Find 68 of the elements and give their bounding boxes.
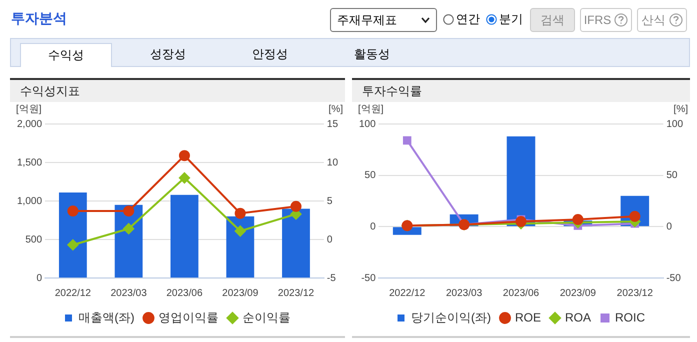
- text: 연간: [456, 11, 480, 28]
- x-tick-label: 2023/09: [560, 288, 596, 299]
- y2-tick-label: 10: [326, 157, 338, 168]
- point: [67, 206, 78, 217]
- point: [290, 200, 302, 212]
- bar: [170, 194, 198, 278]
- y2-axis-title: [%]: [328, 104, 344, 115]
- y2-tick-label: 5: [326, 196, 333, 207]
- y-tick-label: 1,500: [16, 157, 42, 168]
- bar: [58, 192, 87, 278]
- y2-tick-label: 15: [326, 118, 338, 130]
- x-tick-label: 2023/03: [446, 288, 483, 299]
- y-tick-label: 50: [364, 170, 376, 182]
- y2-axis-title: [%]: [674, 104, 688, 115]
- text: 산식: [642, 12, 666, 28]
- y-tick-label: 2,000: [16, 118, 42, 130]
- y-tick-label: 500: [25, 234, 42, 246]
- point: [572, 214, 584, 225]
- legend-label: ROA: [564, 310, 592, 324]
- y2-tick-label: -5: [326, 272, 336, 284]
- y-axis-title: [억원]: [358, 104, 384, 115]
- legend-label: 영업이익률: [158, 310, 218, 324]
- x-tick-label: 2022/12: [389, 288, 426, 299]
- y2-tick-label: 0: [666, 221, 672, 232]
- point: [123, 223, 134, 234]
- point: [402, 136, 412, 145]
- bar: [226, 216, 254, 278]
- point: [123, 206, 134, 217]
- point: [234, 208, 246, 219]
- y-axis-title: [억원]: [16, 104, 42, 115]
- y2-tick-label: -50: [666, 272, 682, 284]
- legend-label: ROE: [514, 310, 542, 324]
- chart-title: 투자수익률: [352, 78, 690, 102]
- text: 안정성: [251, 46, 289, 63]
- text: 활동성: [353, 46, 391, 63]
- x-tick-label: 2023/09: [222, 288, 259, 299]
- legend-label: 매출액(좌): [78, 310, 135, 324]
- y-tick-label: 1,000: [16, 196, 42, 207]
- point: [178, 172, 190, 184]
- text: 투자분석: [11, 10, 67, 28]
- point: [178, 150, 190, 162]
- x-tick-label: 2023/12: [278, 288, 314, 299]
- text: IFRS: [584, 13, 612, 27]
- y2-tick-label: 50: [666, 170, 678, 182]
- bar: [282, 208, 310, 278]
- x-tick-label: 2023/03: [110, 288, 148, 299]
- x-tick-label: 2023/06: [502, 288, 540, 299]
- y-tick-label: 100: [358, 118, 376, 130]
- x-tick-label: 2022/12: [54, 288, 92, 299]
- point: [67, 239, 78, 250]
- dropdown-field: 주재무제표: [330, 8, 437, 32]
- x-tick-label: 2023/12: [616, 288, 654, 299]
- text: 성장성: [149, 46, 187, 63]
- text: 수익성: [20, 43, 112, 67]
- text: 분기: [499, 11, 523, 28]
- y2-tick-label: 100: [666, 118, 684, 130]
- bar: [506, 136, 536, 226]
- y-tick-label: 0: [36, 272, 42, 284]
- chart-title: 수익성지표: [10, 78, 345, 102]
- x-tick-label: 2023/06: [166, 288, 203, 299]
- y2-tick-label: 0: [326, 234, 333, 246]
- legend-label: 당기순이익(좌): [411, 310, 491, 324]
- y-tick-label: -50: [361, 272, 376, 284]
- text: 검색: [530, 8, 575, 32]
- y-tick-label: 0: [370, 221, 376, 232]
- point: [234, 226, 246, 237]
- legend-label: 순이익률: [242, 310, 290, 324]
- legend-label: ROIC: [615, 310, 646, 324]
